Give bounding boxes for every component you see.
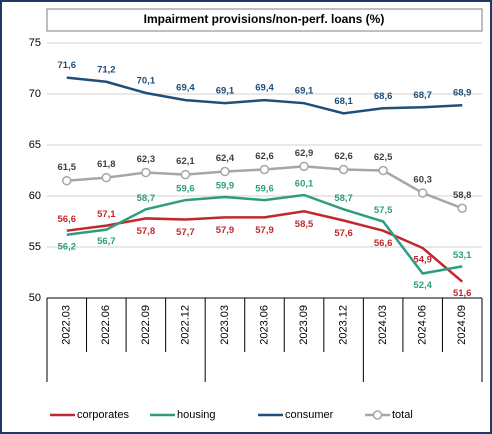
point-marker — [101, 172, 112, 183]
value-label: 60,3 — [413, 174, 432, 185]
value-label: 69,4 — [176, 83, 195, 94]
point-marker — [141, 167, 151, 178]
value-label: 53,1 — [453, 250, 472, 261]
chart-title: Impairment provisions/non-perf. loans (%… — [144, 12, 385, 26]
value-label: 54,9 — [413, 255, 432, 266]
value-label: 58,5 — [295, 219, 314, 230]
value-label: 58,7 — [137, 193, 156, 204]
value-label: 59,6 — [176, 184, 195, 195]
value-label: 68,6 — [374, 91, 393, 102]
title-box — [46, 8, 483, 32]
x-tick-label: 2024.06 — [417, 305, 429, 345]
value-label: 61,5 — [58, 162, 77, 173]
x-tick-label: 2023.03 — [219, 305, 231, 345]
value-label: 62,1 — [176, 156, 195, 167]
x-tick-label: 2022.06 — [100, 305, 112, 345]
value-label: 68,7 — [413, 90, 432, 101]
value-label: 59,6 — [255, 184, 274, 195]
value-label: 56,6 — [374, 238, 393, 249]
series-line — [66, 210, 464, 283]
value-label: 57,8 — [137, 226, 156, 237]
value-label: 71,6 — [58, 60, 77, 71]
legend-label: housing — [177, 409, 216, 421]
y-tick-label: 60 — [29, 190, 41, 202]
value-label: 57,7 — [176, 227, 195, 238]
value-label: 62,9 — [295, 148, 314, 159]
y-tick-label: 65 — [29, 139, 41, 151]
series-line — [66, 193, 463, 275]
value-label: 62,3 — [137, 154, 156, 165]
y-tick-label: 55 — [29, 241, 41, 253]
value-label: 62,5 — [374, 152, 393, 163]
point-marker — [220, 166, 230, 177]
value-label: 56,2 — [58, 241, 77, 252]
value-label: 59,9 — [216, 181, 235, 192]
y-tick-label: 75 — [29, 37, 41, 49]
point-marker — [62, 175, 72, 186]
value-label: 57,5 — [374, 205, 393, 216]
x-tick-label: 2022.09 — [140, 305, 152, 345]
point-marker — [259, 164, 270, 175]
point-marker — [378, 165, 388, 176]
value-label: 52,4 — [413, 280, 432, 291]
value-label: 69,1 — [216, 86, 235, 97]
value-label: 58,7 — [334, 193, 353, 204]
x-tick-label: 2022.12 — [179, 305, 191, 345]
value-label: 68,9 — [453, 88, 472, 99]
value-label: 60,1 — [295, 178, 314, 189]
value-label: 57,1 — [97, 209, 116, 220]
value-label: 62,4 — [216, 153, 235, 164]
value-label: 57,6 — [334, 228, 353, 239]
value-label: 56,7 — [97, 236, 116, 247]
point-marker — [457, 203, 467, 213]
value-label: 56,6 — [58, 214, 77, 225]
value-label: 70,1 — [137, 75, 156, 86]
value-label: 71,2 — [97, 64, 116, 75]
legend-label: corporates — [77, 409, 129, 421]
value-label: 69,1 — [295, 86, 314, 97]
x-tick-label: 2023.12 — [337, 305, 349, 345]
legend-label: total — [392, 409, 413, 421]
value-label: 57,9 — [216, 225, 235, 236]
y-tick-label: 50 — [29, 292, 41, 304]
point-marker — [417, 188, 428, 198]
value-label: 69,4 — [255, 83, 274, 94]
x-tick-label: 2023.06 — [258, 305, 270, 345]
legend-marker — [372, 410, 383, 420]
legend-label: consumer — [285, 409, 334, 421]
series-line — [66, 76, 463, 115]
point-marker — [338, 164, 349, 175]
value-label: 51,6 — [453, 288, 472, 299]
value-label: 58,8 — [453, 190, 472, 201]
value-label: 57,9 — [255, 225, 274, 236]
point-marker — [180, 169, 191, 180]
value-label: 61,8 — [97, 159, 116, 170]
x-tick-label: 2023.09 — [298, 305, 310, 345]
value-label: 68,1 — [334, 96, 353, 107]
y-tick-label: 70 — [29, 88, 41, 100]
value-label: 62,6 — [334, 151, 353, 162]
x-tick-label: 2022.03 — [61, 305, 73, 345]
x-tick-label: 2024.03 — [377, 305, 389, 345]
value-label: 62,6 — [255, 151, 274, 162]
x-tick-label: 2024.09 — [456, 305, 468, 345]
point-marker — [299, 161, 309, 172]
